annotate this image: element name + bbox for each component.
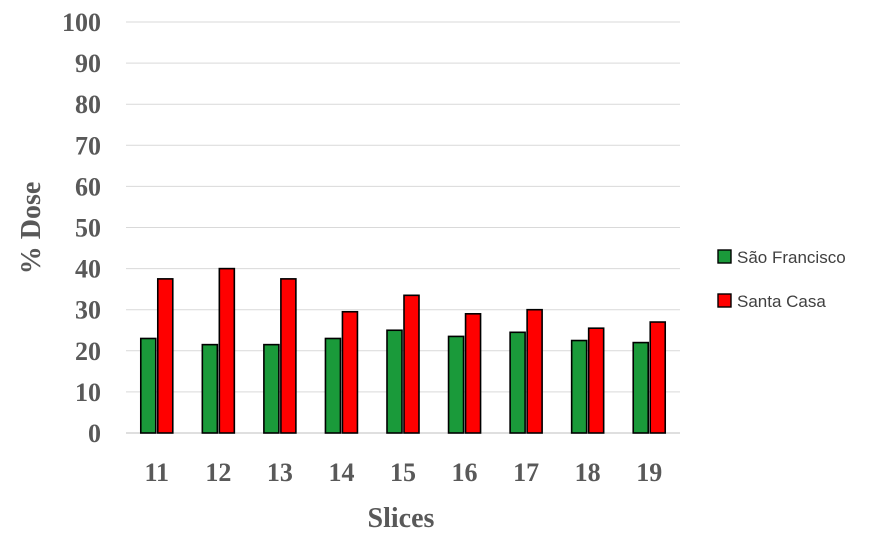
- x-tick-label: 13: [267, 458, 293, 487]
- bar-sao-francisco-13: [263, 343, 280, 434]
- x-tick-label: 19: [636, 458, 662, 487]
- legend-swatch: [717, 249, 732, 264]
- y-tick-label: 40: [75, 255, 101, 284]
- x-tick-labels: 11 12 13 14 15 16 17 18 19: [144, 458, 662, 487]
- bar-santa-casa-12: [218, 267, 236, 434]
- y-tick-label: 70: [75, 131, 101, 160]
- x-tick-label: 11: [144, 458, 169, 487]
- y-tick-label: 0: [88, 419, 101, 448]
- bar-sao-francisco-18: [570, 339, 588, 434]
- gridlines: [126, 21, 680, 434]
- bar-sao-francisco-14: [324, 337, 342, 434]
- bars: [139, 267, 667, 434]
- x-tick-label: 17: [513, 458, 539, 487]
- bar-santa-casa-16: [464, 313, 482, 434]
- bar-sao-francisco-17: [509, 331, 526, 434]
- bar-santa-casa-19: [649, 321, 667, 434]
- y-tick-label: 30: [75, 296, 101, 325]
- bar-sao-francisco-16: [447, 335, 465, 434]
- x-tick-label: 15: [390, 458, 416, 487]
- bar-santa-casa-17: [526, 308, 543, 434]
- y-tick-label: 50: [75, 214, 101, 243]
- y-tick-label: 60: [75, 172, 101, 201]
- y-tick-label: 90: [75, 49, 101, 78]
- y-axis-title: % Dose: [16, 182, 47, 275]
- bar-sao-francisco-11: [139, 337, 157, 434]
- bar-santa-casa-13: [280, 278, 297, 434]
- y-tick-label: 10: [75, 378, 101, 407]
- y-tick-label: 80: [75, 90, 101, 119]
- bar-santa-casa-11: [156, 278, 174, 434]
- bar-santa-casa-14: [341, 310, 359, 434]
- bar-sao-francisco-15: [386, 329, 403, 434]
- x-axis-title: Slices: [368, 503, 435, 534]
- x-tick-label: 14: [328, 458, 354, 487]
- y-tick-label: 20: [75, 337, 101, 366]
- y-tick-label: 100: [62, 8, 101, 37]
- legend: São Francisco Santa Casa: [717, 248, 846, 311]
- legend-swatch: [717, 293, 732, 308]
- x-tick-label: 18: [575, 458, 601, 487]
- bar-santa-casa-18: [587, 327, 605, 434]
- y-tick-labels: 0 10 20 30 40 50 60 70 80 90 100: [62, 8, 101, 448]
- x-tick-label: 12: [205, 458, 231, 487]
- legend-label: São Francisco: [737, 248, 846, 267]
- bar-sao-francisco-19: [632, 341, 650, 434]
- bar-santa-casa-15: [403, 294, 420, 434]
- bar-sao-francisco-12: [201, 343, 219, 434]
- legend-label: Santa Casa: [737, 292, 826, 311]
- x-tick-label: 16: [452, 458, 478, 487]
